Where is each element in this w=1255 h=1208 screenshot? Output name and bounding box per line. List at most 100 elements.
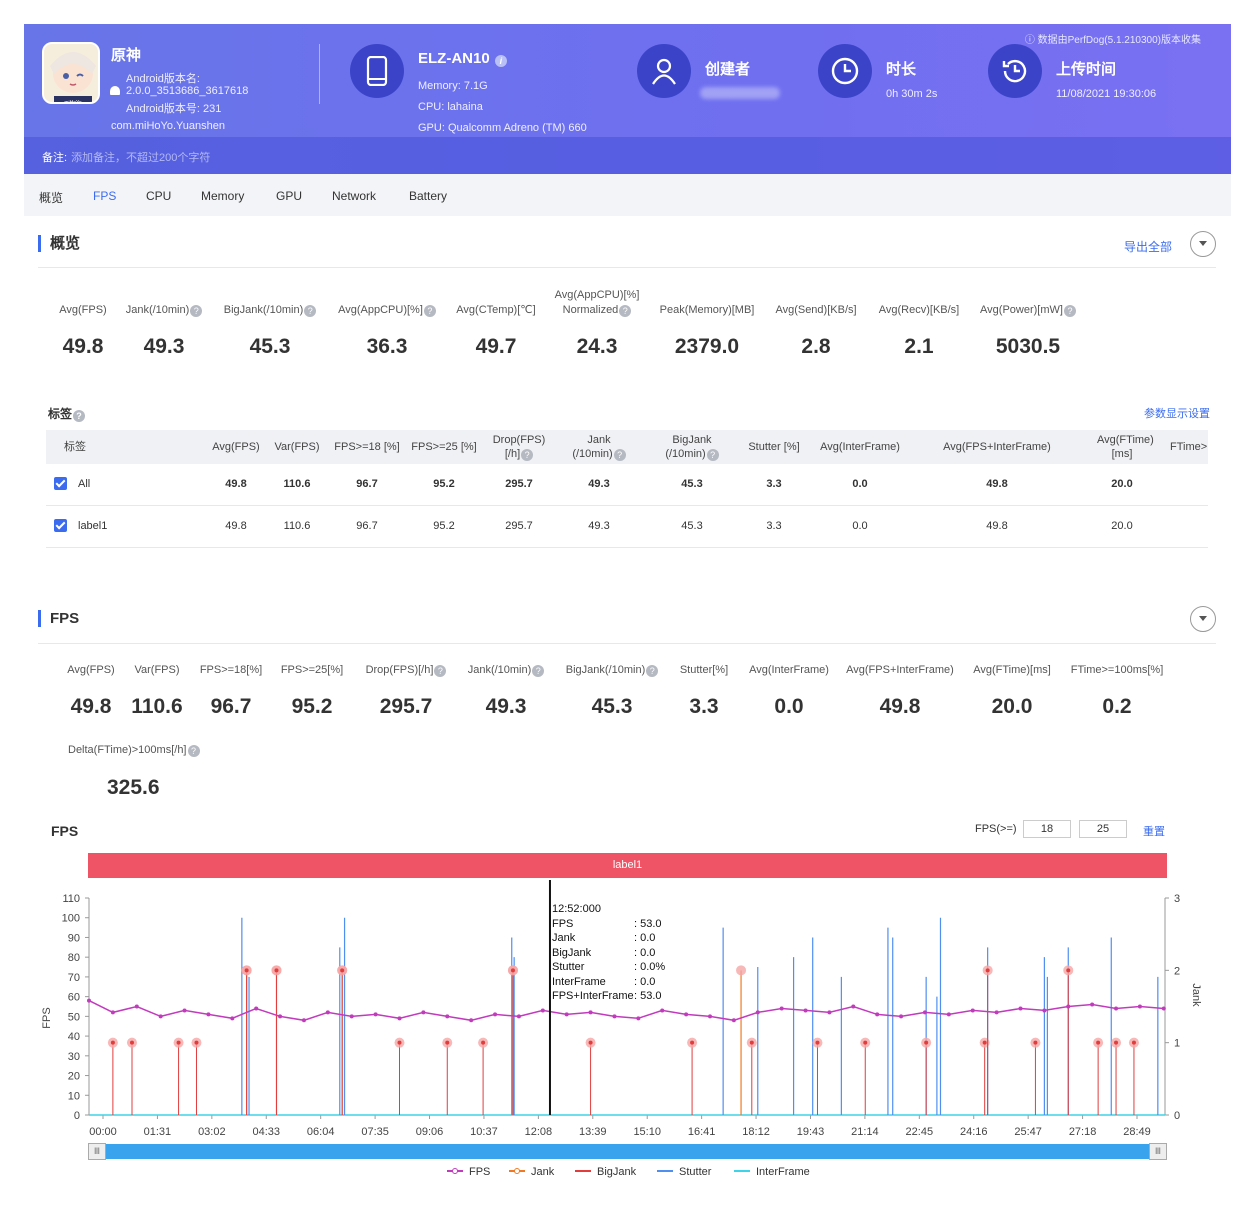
fps-extra-metric-label: Delta(FTime)>100ms[/h]? <box>68 744 200 757</box>
metric-label-line: Avg(AppCPU)[%] <box>554 289 640 301</box>
metric-label: BigJank(/10min)? <box>542 664 682 677</box>
table-column-header[interactable]: FPS>=18 [%] <box>332 440 402 454</box>
display-settings-link[interactable]: 参数显示设置 <box>1144 408 1210 420</box>
bigjank-halo <box>812 1037 823 1048</box>
app-package: com.miHoYo.Yuanshen <box>111 120 225 132</box>
scroll-handle-right[interactable]: Ⅲ <box>1149 1143 1167 1160</box>
table-cell: 3.3 <box>766 520 782 532</box>
table-cell: 49.3 <box>588 520 610 532</box>
table-column-header[interactable]: BigJank (/10min)? <box>647 433 737 461</box>
header-line: BigJank <box>672 434 712 446</box>
fps-point <box>1114 1006 1119 1011</box>
help-icon[interactable]: ? <box>619 305 632 317</box>
table-cell: 49.3 <box>588 478 610 490</box>
table-column-header[interactable]: Stutter [%] <box>744 440 804 454</box>
table-column-header[interactable]: Drop(FPS) [/h]? <box>489 433 549 461</box>
overview-collapse-button[interactable] <box>1190 231 1216 257</box>
bigjank-point <box>690 1040 695 1045</box>
header-line: Var(FPS) <box>274 441 320 453</box>
legend-item[interactable]: Jank <box>509 1166 554 1178</box>
legend-item[interactable]: BigJank <box>575 1166 636 1178</box>
x-tick-label: 09:06 <box>416 1126 444 1138</box>
table-column-header[interactable]: Avg(InterFrame) <box>815 440 905 454</box>
bigjank-point <box>510 968 515 973</box>
help-icon[interactable]: ? <box>521 449 534 461</box>
fps-point <box>827 1010 832 1015</box>
tab-battery[interactable]: Battery <box>409 189 448 203</box>
bigjank-halo <box>394 1037 405 1048</box>
zoom-scrollbar[interactable] <box>88 1144 1167 1159</box>
help-icon[interactable]: ? <box>187 745 200 757</box>
table-column-header[interactable]: Avg(FPS) <box>206 440 266 454</box>
tab-fps[interactable]: FPS <box>93 189 117 203</box>
help-icon[interactable]: ? <box>304 305 317 317</box>
help-icon[interactable]: ? <box>190 305 203 317</box>
tab-network[interactable]: Network <box>332 189 377 203</box>
help-icon[interactable]: ? <box>73 410 86 422</box>
table-header: 标签 Avg(FPS) Var(FPS) FPS>=18 [%] FPS>=25 [%]… <box>46 430 1208 464</box>
scroll-handle-left[interactable]: Ⅲ <box>88 1143 106 1160</box>
legend-label: FPS <box>469 1166 491 1178</box>
note-input[interactable]: 添加备注，不超过200个字符 <box>71 152 211 164</box>
bigjank-halo <box>1030 1037 1041 1048</box>
bigjank-halo <box>1093 1037 1104 1048</box>
metric-label: Var(FPS) <box>87 664 227 676</box>
export-all-link[interactable]: 导出全部 <box>1124 240 1173 254</box>
header-line: FPS>=25 [%] <box>411 441 477 453</box>
help-icon[interactable]: ? <box>423 305 436 317</box>
bigjank-halo <box>746 1037 757 1048</box>
series-fps <box>88 999 1164 1022</box>
help-icon[interactable]: ? <box>532 665 545 677</box>
x-tick-label: 15:10 <box>633 1126 661 1138</box>
tooltip-time: 12:52:000 <box>552 903 601 915</box>
device-info-icon[interactable]: i <box>494 55 507 67</box>
metric-label: Avg(Recv)[KB/s] <box>839 303 999 318</box>
creator-name-redacted <box>700 87 780 99</box>
bigjank-point <box>863 1040 868 1045</box>
fps-point <box>182 1008 187 1013</box>
creator-label: 创建者 <box>705 61 751 78</box>
table-row: label1 49.8 110.6 96.7 95.2 295.7 49.3 45.3 3.3 0… <box>46 506 1208 548</box>
threshold-25-input[interactable]: 25 <box>1079 820 1127 838</box>
legend-item[interactable]: FPS <box>447 1166 490 1178</box>
header-line: (/10min)? <box>647 447 737 461</box>
legend-item[interactable]: InterFrame <box>734 1166 810 1178</box>
metric-value: 0.2 <box>1102 695 1132 718</box>
chart-title: FPS <box>51 823 79 839</box>
x-tick-label: 04:33 <box>252 1126 280 1138</box>
help-icon[interactable]: ? <box>1063 305 1076 317</box>
table-column-header[interactable]: Var(FPS) <box>272 440 322 454</box>
help-icon[interactable]: ? <box>706 449 719 461</box>
row-checkbox[interactable] <box>54 477 67 490</box>
tab-gpu[interactable]: GPU <box>276 189 303 203</box>
tab-cpu[interactable]: CPU <box>146 189 172 203</box>
help-icon[interactable]: ? <box>613 449 626 461</box>
tooltip-row: Jank: 0.0 <box>552 931 665 946</box>
metric-value: 2.1 <box>904 335 934 358</box>
help-icon[interactable]: ? <box>646 665 659 677</box>
info-icon: ⓘ <box>1024 35 1038 46</box>
reset-link[interactable]: 重置 <box>1143 826 1165 838</box>
tooltip-key: Jank <box>552 932 576 944</box>
fps-point <box>1018 1006 1023 1011</box>
y2-tick-label: 3 <box>1174 893 1180 905</box>
bigjank-point <box>982 1040 987 1045</box>
tab-memory[interactable]: Memory <box>201 189 245 203</box>
label-band[interactable]: label1 <box>88 853 1167 878</box>
table-column-header[interactable]: FPS>=25 [%] <box>409 440 479 454</box>
bigjank-halo <box>979 1037 990 1048</box>
table-column-header[interactable]: Jank (/10min)? <box>564 433 634 461</box>
metric-label: Stutter[%] <box>634 664 774 676</box>
header-line: Drop(FPS) <box>492 434 546 446</box>
tab-overview[interactable]: 概览 <box>39 191 64 205</box>
threshold-18-input[interactable]: 18 <box>1023 820 1071 838</box>
legend-item[interactable]: Stutter <box>657 1166 711 1178</box>
metric-label-text: Avg(FPS+InterFrame) <box>846 664 954 676</box>
header-line: FTime> <box>1170 441 1208 453</box>
fps-collapse-button[interactable] <box>1190 606 1216 632</box>
table-column-header[interactable]: Avg(FPS+InterFrame) <box>942 440 1052 454</box>
table-column-header[interactable]: Avg(FTime) [ms] <box>1097 433 1154 461</box>
row-checkbox[interactable] <box>54 519 67 532</box>
x-tick-label: 06:04 <box>307 1126 335 1138</box>
help-icon[interactable]: ? <box>434 665 447 677</box>
